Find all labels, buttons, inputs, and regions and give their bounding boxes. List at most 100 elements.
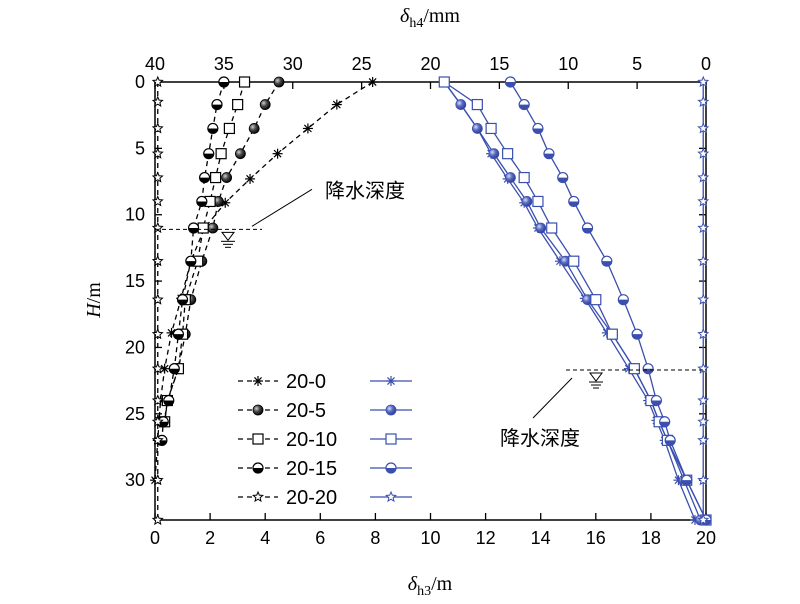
- data-point: [504, 76, 516, 88]
- data-point: [232, 98, 244, 111]
- x-bottom-tick-label: 2: [205, 528, 215, 548]
- data-point: [568, 195, 580, 208]
- x-bottom-tick-label: 18: [641, 528, 661, 548]
- data-point: [642, 363, 654, 375]
- legend: 20-0 20-5 20-10 20-15 20-20: [238, 371, 412, 509]
- y-tick-label: 20: [125, 337, 145, 357]
- x-bottom-tick-label: 6: [315, 528, 325, 548]
- data-point: [518, 98, 530, 111]
- data-point: [617, 294, 629, 306]
- data-point: [172, 328, 185, 340]
- x-top-tick-label: 15: [489, 54, 509, 74]
- data-point: [697, 171, 710, 183]
- axis-ticks: 0 2 4 6 8 10 12 14 16 18 20 40 35 30 25 20 15 10 5 0 0 5 10 15 2…: [125, 54, 716, 548]
- legend-label: 20-15: [286, 458, 337, 480]
- legend-item-20-0: 20-0: [238, 371, 412, 393]
- x-bottom-axis-symbol: δ: [408, 573, 418, 595]
- y-tick-label: 5: [135, 138, 145, 158]
- y-axis-unit: /m: [83, 282, 105, 304]
- x-top-tick-label: 20: [420, 54, 440, 74]
- data-point: [223, 122, 235, 135]
- y-tick-label: 0: [135, 72, 145, 92]
- data-point: [197, 222, 209, 234]
- series-bottom-20-0: [439, 77, 700, 525]
- data-point: [581, 222, 594, 234]
- data-point: [207, 122, 219, 135]
- data-point: [151, 362, 164, 374]
- data-point: [518, 171, 530, 184]
- x-top-axis-symbol: δ: [400, 5, 410, 27]
- series-top-20-20: [151, 75, 164, 526]
- legend-label: 20-20: [286, 487, 337, 509]
- data-point: [302, 123, 313, 134]
- x-bottom-tick-label: 12: [476, 528, 496, 548]
- data-point: [253, 376, 263, 386]
- data-point: [331, 99, 342, 110]
- data-point: [568, 255, 580, 267]
- x-top-tick-label: 5: [632, 54, 642, 74]
- data-point: [151, 434, 164, 446]
- data-point: [252, 433, 264, 445]
- data-point: [650, 394, 663, 407]
- data-point: [211, 98, 223, 111]
- data-point: [697, 327, 710, 340]
- data-point: [697, 293, 710, 305]
- data-point: [557, 171, 569, 184]
- data-point: [590, 294, 602, 306]
- data-point: [532, 195, 544, 208]
- series-top-20-15: [156, 76, 230, 446]
- data-point: [245, 173, 256, 184]
- data-point: [385, 490, 397, 503]
- data-point: [272, 148, 283, 159]
- legend-item-20-5: 20-5: [238, 400, 412, 422]
- data-point: [151, 327, 164, 340]
- series-line: [154, 81, 373, 481]
- x-bottom-tick-label: 20: [696, 528, 716, 548]
- annotation-label: 降水深度: [500, 426, 580, 450]
- series-top-20-0: [150, 77, 378, 486]
- data-point: [385, 433, 397, 445]
- data-point: [248, 123, 260, 134]
- water-level-icon: [589, 372, 603, 389]
- data-point: [235, 148, 246, 160]
- data-point: [196, 195, 208, 208]
- series-line: [443, 81, 702, 521]
- x-bottom-tick-label: 8: [370, 528, 380, 548]
- annotation-leader: [251, 188, 313, 227]
- data-point: [601, 255, 613, 267]
- data-point: [151, 195, 164, 207]
- x-top-axis-title: δh4/mm: [400, 5, 460, 31]
- data-point: [221, 172, 233, 183]
- x-top-tick-label: 30: [283, 54, 303, 74]
- annotation-leader: [532, 377, 573, 419]
- x-bottom-tick-label: 10: [420, 528, 440, 548]
- data-point: [697, 473, 710, 486]
- data-point: [471, 123, 483, 134]
- data-point: [151, 122, 164, 134]
- series-top-20-5: [159, 76, 285, 428]
- x-bottom-axis-unit: /m: [431, 573, 453, 595]
- legend-item-20-15: 20-15: [238, 458, 412, 480]
- data-point: [252, 404, 264, 416]
- data-point: [385, 462, 397, 474]
- y-tick-label: 30: [125, 470, 145, 490]
- data-point: [606, 328, 618, 340]
- series-layer: [150, 75, 712, 526]
- x-bottom-tick-label: 4: [260, 528, 270, 548]
- x-top-axis-subscript: h4: [409, 16, 423, 31]
- data-point: [151, 513, 164, 526]
- data-point: [176, 294, 189, 306]
- legend-item-20-10: 20-10: [238, 429, 412, 451]
- data-point: [546, 222, 558, 234]
- y-axis-title: H/m: [83, 282, 105, 319]
- data-point: [218, 76, 230, 88]
- data-point: [367, 77, 378, 87]
- data-point: [151, 147, 164, 159]
- data-point: [697, 221, 710, 234]
- data-point: [631, 328, 643, 340]
- data-point: [697, 95, 710, 108]
- data-point: [210, 171, 222, 184]
- data-point: [151, 394, 164, 406]
